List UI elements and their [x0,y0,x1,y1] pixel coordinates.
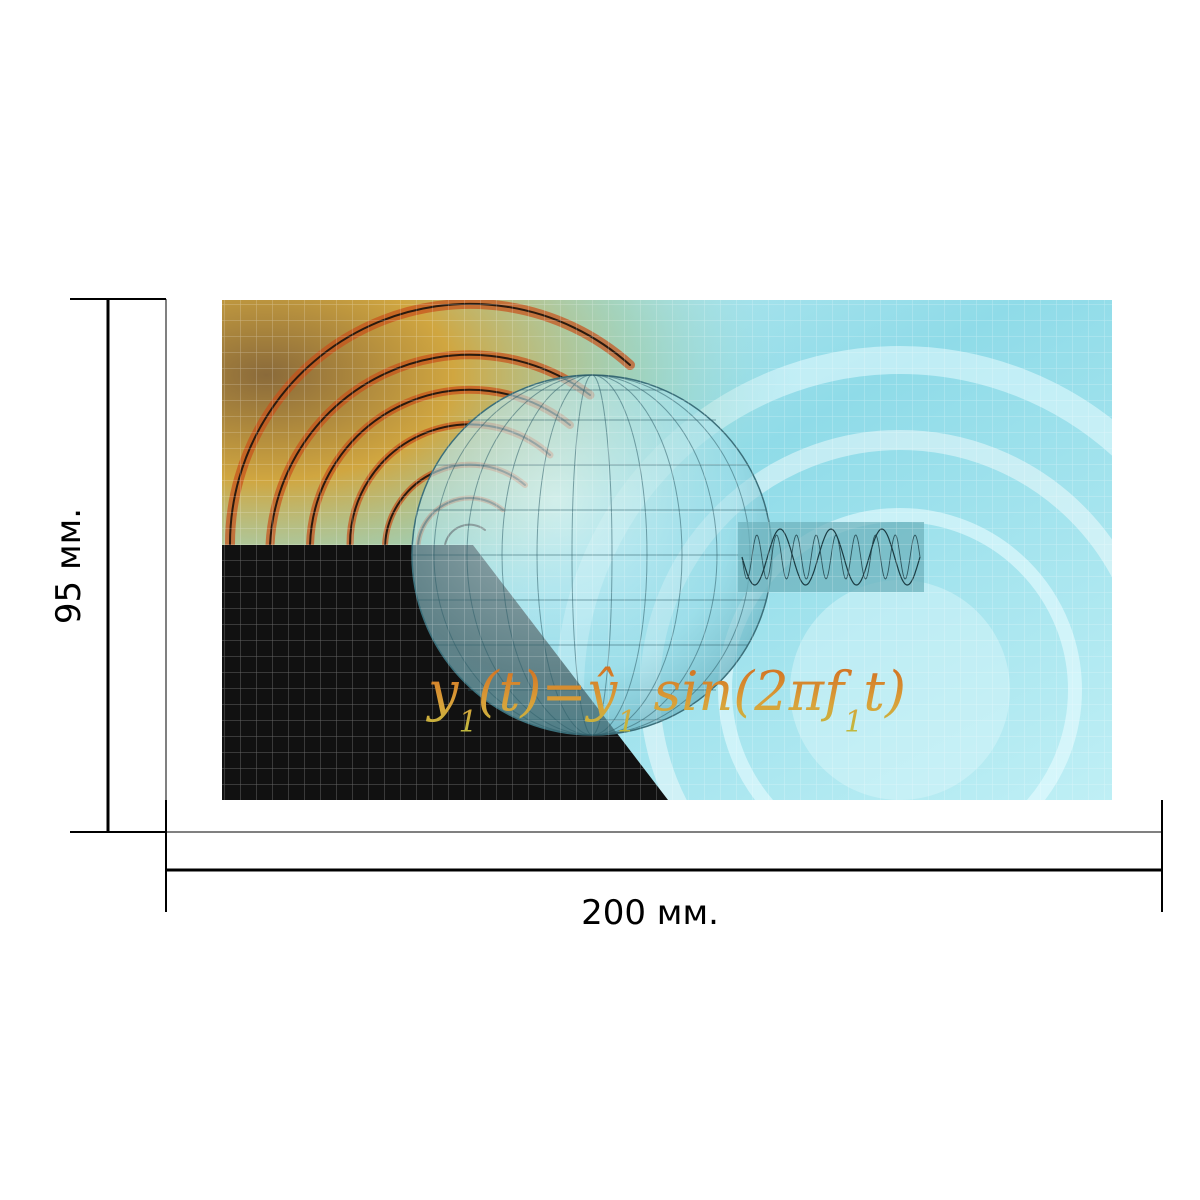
formula-y: y [426,660,460,723]
formula-sub-2: 1 [617,705,636,740]
height-dimension: 95 мм. [49,298,167,833]
formula-sin: sin(2π [636,660,825,723]
formula-close: t) [863,660,906,723]
width-label: 200 мм. [581,893,719,933]
formula-yhat: ŷ [585,660,619,723]
height-label: 95 мм. [49,508,89,624]
formula-sub-3: 1 [844,705,863,740]
formula-open: (t)= [478,660,587,723]
width-dimension: 200 мм. [165,800,1163,933]
formula-sub-1: 1 [459,705,478,740]
artwork-panel: y1(t)=ŷ1 sin(2πf1t) [222,300,1112,800]
